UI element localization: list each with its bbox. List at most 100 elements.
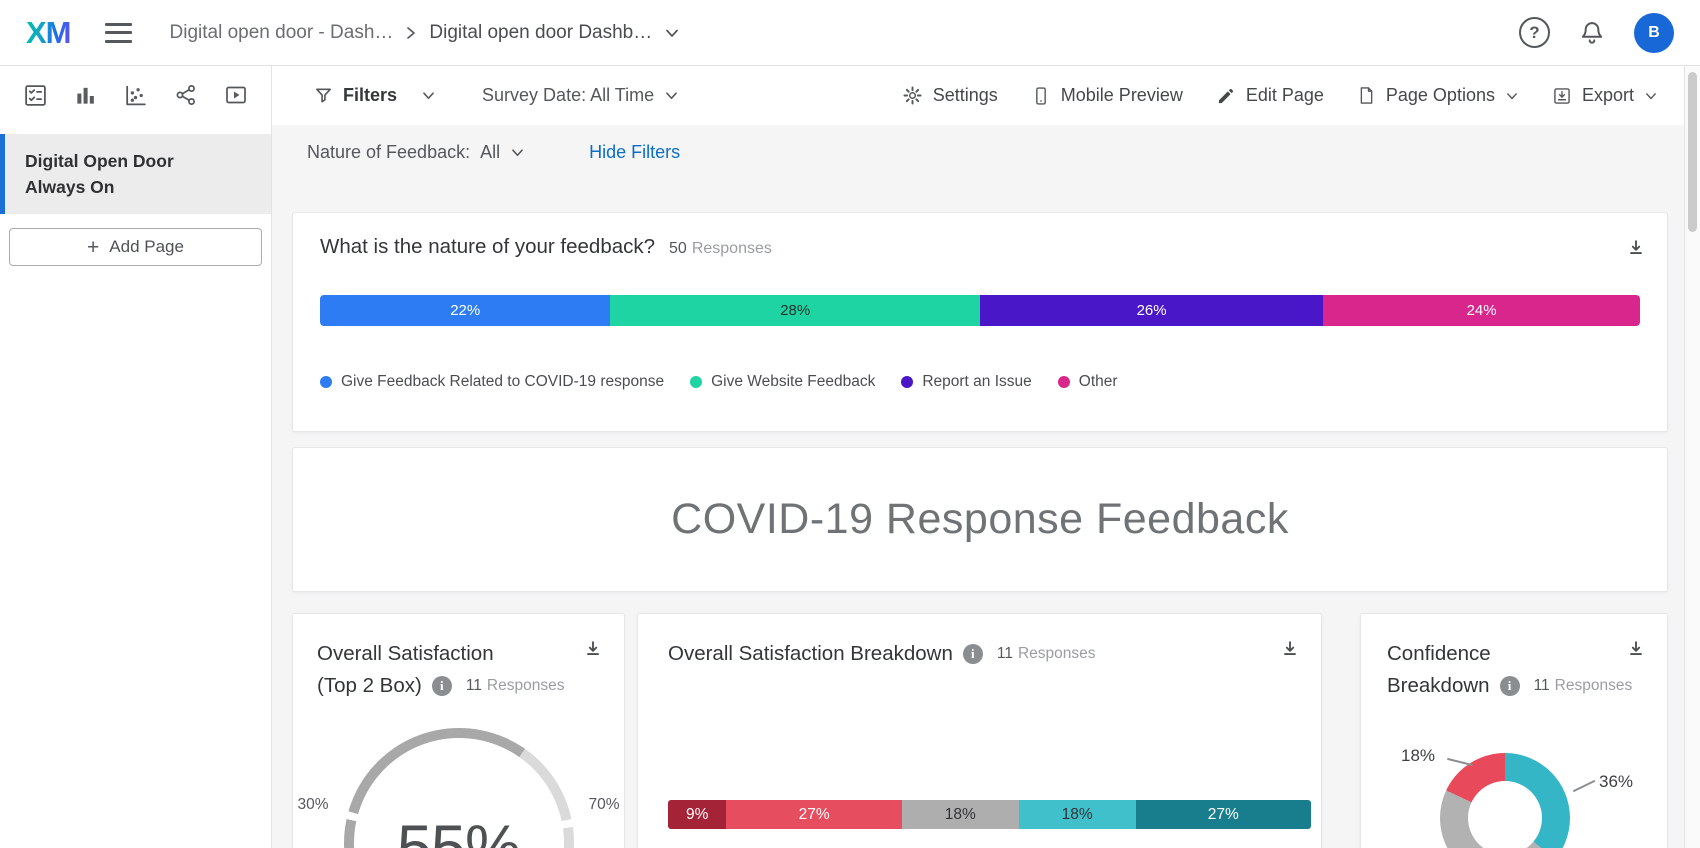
survey-checklist-icon[interactable]: [22, 82, 48, 108]
xm-logo[interactable]: XM: [26, 14, 71, 50]
bar-segment[interactable]: 9%: [668, 800, 727, 829]
media-play-icon[interactable]: [223, 82, 249, 108]
card-title-line2: Breakdown: [1387, 674, 1490, 697]
mobile-preview-label: Mobile Preview: [1060, 85, 1183, 105]
card-title-line2: (Top 2 Box): [317, 674, 422, 697]
responses-count: 50 Responses: [669, 240, 772, 257]
nature-filter-label: Nature of Feedback:: [307, 142, 471, 162]
chevron-down-icon: [1646, 92, 1656, 99]
settings-label: Settings: [932, 85, 998, 105]
text-banner-card: COVID-19 Response Feedback: [292, 447, 1668, 592]
download-widget-button[interactable]: [1625, 638, 1647, 660]
download-icon: [1630, 641, 1642, 655]
bar-segment[interactable]: 18%: [901, 800, 1019, 829]
mobile-phone-icon: [1035, 86, 1046, 105]
bar-segment[interactable]: 24%: [1323, 295, 1640, 326]
add-page-label: Add Page: [109, 237, 184, 256]
bar-segment[interactable]: 28%: [610, 295, 980, 326]
scrollbar-thumb[interactable]: [1688, 72, 1697, 232]
legend-item[interactable]: Give Website Feedback: [690, 373, 875, 391]
sidebar: Digital Open Door Always On + Add Page: [0, 66, 272, 848]
filters-dropdown[interactable]: Filters: [314, 85, 436, 106]
breadcrumb: Digital open door - Dash… Digital open d…: [170, 22, 681, 44]
main-content: Filters Survey Date: All Time Settings M…: [272, 66, 1684, 848]
info-icon[interactable]: i: [1499, 676, 1520, 696]
dashboard-toolbar: Filters Survey Date: All Time Settings M…: [272, 66, 1684, 125]
responses-count: 11 Responses: [996, 645, 1096, 662]
top-bar-actions: ? B: [1519, 12, 1674, 53]
confidence-breakdown-card: Confidence Breakdown i 11 Responses 18% 3…: [1360, 613, 1668, 848]
donut-callout-line: [1572, 779, 1596, 792]
applied-filters-row: Nature of Feedback: All Hide Filters: [272, 125, 1684, 180]
card-title-row: What is the nature of your feedback? 50 R…: [320, 235, 1640, 259]
survey-date-filter[interactable]: Survey Date: All Time: [482, 85, 679, 106]
download-widget-button[interactable]: [1279, 638, 1301, 660]
download-widget-button[interactable]: [582, 638, 604, 660]
chevron-down-icon: [423, 92, 434, 100]
export-download-icon: [1554, 87, 1570, 104]
help-icon[interactable]: ?: [1519, 17, 1550, 48]
legend-item[interactable]: Report an Issue: [901, 373, 1032, 391]
chevron-down-icon[interactable]: [664, 27, 680, 39]
chevron-down-icon: [1507, 92, 1517, 99]
card-title: Overall Satisfaction Breakdown: [668, 642, 953, 665]
add-page-button[interactable]: + Add Page: [9, 228, 262, 266]
bar-segment[interactable]: 27%: [726, 800, 902, 829]
edit-page-label: Edit Page: [1245, 85, 1324, 105]
sidebar-page-item-active[interactable]: Digital Open Door Always On: [0, 134, 271, 214]
download-widget-button[interactable]: [1625, 237, 1647, 259]
bar-segment[interactable]: 27%: [1135, 800, 1311, 829]
download-icon: [587, 641, 599, 655]
legend-label: Report an Issue: [922, 373, 1032, 390]
info-icon[interactable]: i: [431, 676, 452, 696]
card-title-line2-row: Breakdown i 11 Responses: [1387, 670, 1667, 702]
card-title-line2-row: (Top 2 Box) i 11 Responses: [317, 670, 624, 702]
bar-segment[interactable]: 22%: [320, 295, 611, 326]
legend-dot: [690, 376, 703, 388]
gauge-min-label: 30%: [297, 796, 329, 813]
breadcrumb-project[interactable]: Digital open door - Dash…: [169, 21, 394, 43]
scatter-plot-icon[interactable]: [123, 82, 149, 108]
card-title: What is the nature of your feedback?: [320, 235, 656, 258]
gauge-value: 55%: [396, 813, 521, 848]
mobile-preview-button[interactable]: Mobile Preview: [1031, 85, 1183, 107]
user-avatar[interactable]: B: [1634, 12, 1674, 53]
legend-item[interactable]: Give Feedback Related to COVID-19 respon…: [320, 373, 664, 391]
bar-chart-icon[interactable]: [72, 82, 98, 108]
nature-of-feedback-card: What is the nature of your feedback? 50 R…: [292, 212, 1668, 432]
banner-text: COVID-19 Response Feedback: [671, 495, 1289, 543]
hide-filters-link[interactable]: Hide Filters: [589, 142, 681, 162]
top-bar: XM Digital open door - Dash… Digital ope…: [0, 0, 1700, 66]
legend-label: Give Feedback Related to COVID-19 respon…: [341, 373, 665, 390]
plus-icon: +: [87, 235, 100, 259]
notifications-bell-icon[interactable]: [1578, 19, 1606, 47]
bar-segment[interactable]: 26%: [980, 295, 1324, 326]
sidebar-icon-row: [0, 66, 271, 122]
legend-item[interactable]: Other: [1057, 373, 1118, 391]
hamburger-menu-icon[interactable]: [104, 22, 132, 43]
vertical-scrollbar: [1684, 0, 1700, 848]
share-icon[interactable]: [173, 82, 199, 108]
card-title-line1: Confidence: [1387, 642, 1491, 665]
donut-label-teal: 36%: [1599, 772, 1634, 791]
edit-page-button[interactable]: Edit Page: [1216, 85, 1324, 106]
legend-label: Other: [1078, 373, 1118, 390]
page-options-button[interactable]: Page Options: [1357, 85, 1519, 106]
legend-dot: [320, 376, 332, 388]
filters-label: Filters: [343, 85, 398, 105]
toolbar-right: Settings Mobile Preview Edit Page Page O…: [902, 85, 1658, 107]
donut-label-red: 18%: [1401, 746, 1436, 765]
card-title-line1: Overall Satisfaction: [317, 642, 494, 665]
survey-date-label: Survey Date: All Time: [482, 85, 655, 105]
settings-button[interactable]: Settings: [902, 85, 998, 106]
nature-of-feedback-filter[interactable]: Nature of Feedback: All: [307, 142, 525, 163]
card-title-row: Overall Satisfaction Breakdown i 11 Respo…: [668, 638, 1321, 670]
export-button[interactable]: Export: [1552, 85, 1658, 106]
breadcrumb-dashboard[interactable]: Digital open door Dashb…: [429, 21, 653, 43]
download-icon: [1630, 240, 1642, 254]
info-icon[interactable]: i: [962, 644, 983, 664]
bar-segment[interactable]: 18%: [1018, 800, 1136, 829]
page-item-title-line2: Always On: [25, 177, 115, 197]
download-icon: [1284, 641, 1296, 655]
legend-label: Give Website Feedback: [711, 373, 876, 390]
